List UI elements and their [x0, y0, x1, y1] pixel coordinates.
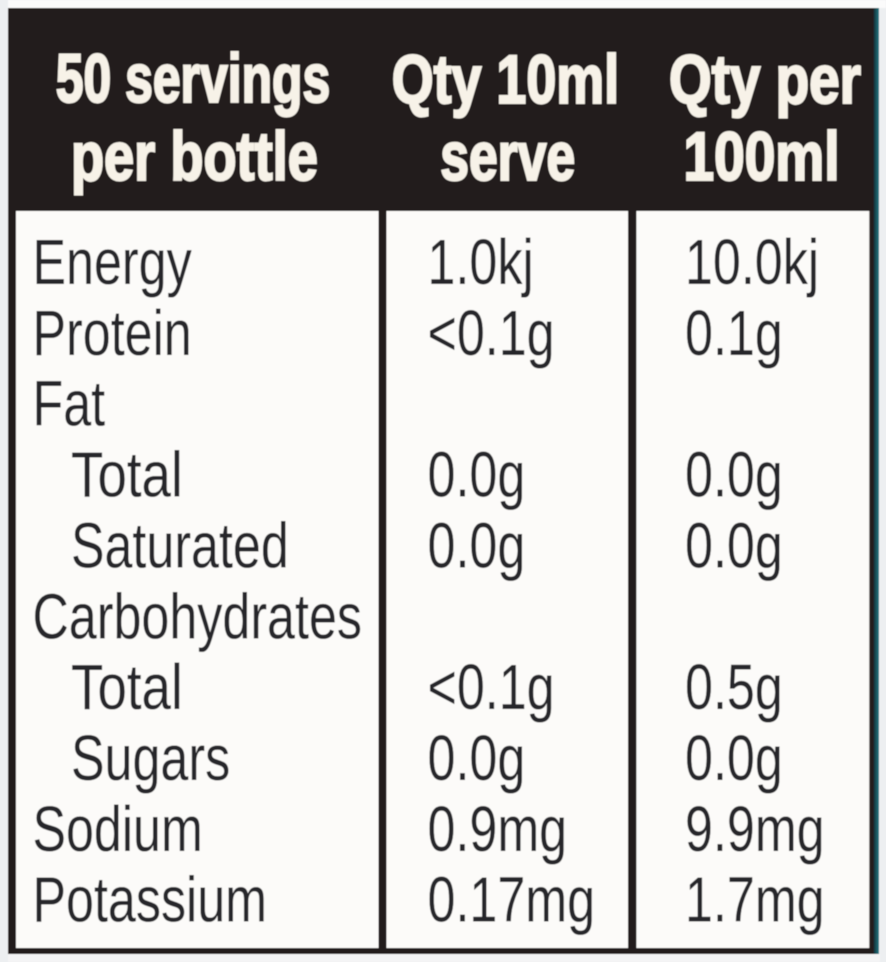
svg-text:50 servings: 50 servings: [56, 40, 331, 117]
svg-text:1.7mg: 1.7mg: [685, 864, 825, 936]
svg-text:0.1g: 0.1g: [685, 297, 783, 369]
svg-text:0.9mg: 0.9mg: [428, 793, 568, 865]
svg-text:0.0g: 0.0g: [685, 509, 783, 581]
svg-text:Saturated: Saturated: [71, 509, 289, 581]
svg-text:9.9mg: 9.9mg: [685, 793, 825, 865]
svg-text:Total: Total: [71, 439, 183, 511]
svg-text:Sodium: Sodium: [33, 793, 203, 865]
svg-text:Fat: Fat: [33, 368, 106, 440]
svg-text:Protein: Protein: [33, 297, 192, 369]
svg-text:10.0kj: 10.0kj: [685, 226, 819, 298]
svg-text:Energy: Energy: [33, 226, 192, 298]
svg-text:Sugars: Sugars: [71, 722, 230, 794]
svg-text:<0.1g: <0.1g: [428, 297, 555, 369]
svg-text:Qty 10ml: Qty 10ml: [392, 41, 619, 118]
svg-text:per bottle: per bottle: [71, 118, 318, 195]
svg-text:serve: serve: [440, 118, 575, 195]
svg-text:<0.1g: <0.1g: [428, 651, 555, 723]
svg-text:0.0g: 0.0g: [685, 722, 783, 794]
svg-text:100ml: 100ml: [684, 118, 840, 195]
svg-text:1.0kj: 1.0kj: [428, 226, 534, 298]
svg-text:0.0g: 0.0g: [428, 439, 526, 511]
svg-text:Total: Total: [71, 651, 183, 723]
svg-text:0.0g: 0.0g: [428, 722, 526, 794]
svg-text:0.5g: 0.5g: [685, 651, 783, 723]
svg-text:0.0g: 0.0g: [428, 509, 526, 581]
svg-text:0.17mg: 0.17mg: [428, 864, 596, 936]
svg-text:Carbohydrates: Carbohydrates: [33, 580, 363, 652]
svg-text:0.0g: 0.0g: [685, 439, 783, 511]
svg-text:Qty per: Qty per: [669, 41, 861, 118]
svg-text:Potassium: Potassium: [33, 864, 268, 936]
